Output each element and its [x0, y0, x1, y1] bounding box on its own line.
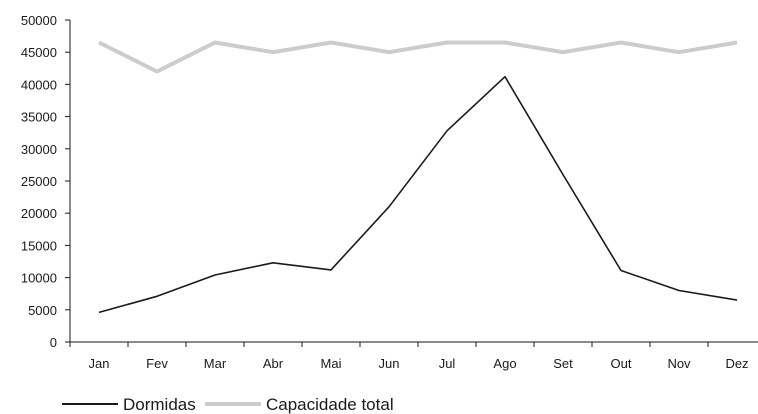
x-tick-label: Jul	[439, 356, 456, 371]
y-tick-label: 0	[50, 335, 57, 350]
x-tick-label: Nov	[667, 356, 691, 371]
y-tick-label: 25000	[21, 174, 57, 189]
x-tick-label: Fev	[146, 356, 168, 371]
y-tick-label: 5000	[28, 303, 57, 318]
y-axis: 0 5000 10000 15000 20000 25000 30000 35000 40000…	[21, 13, 71, 350]
y-tick-label: 45000	[21, 45, 57, 60]
y-tick-label: 35000	[21, 110, 57, 125]
x-tick-label: Mar	[204, 356, 227, 371]
legend: Dormidas Capacidade total	[62, 395, 394, 414]
x-tick-label: Jan	[89, 356, 110, 371]
y-tick-label: 20000	[21, 206, 57, 221]
y-tick-label: 50000	[21, 13, 57, 28]
legend-label-capacidade-total: Capacidade total	[266, 395, 394, 414]
x-tick-label: Jun	[379, 356, 400, 371]
x-tick-label: Set	[553, 356, 573, 371]
x-tick-label: Abr	[263, 356, 284, 371]
series-line-capacidade-total	[98, 40, 738, 74]
legend-label-dormidas: Dormidas	[123, 395, 196, 414]
x-tick-label: Out	[611, 356, 632, 371]
y-tick-label: 40000	[21, 77, 57, 92]
y-tick-label: 30000	[21, 142, 57, 157]
series-line-dormidas	[98, 75, 738, 314]
x-axis: Jan Fev Mar Abr Mai Jun Jul Ago Set Out Nov Dez	[69, 341, 758, 371]
x-tick-label: Ago	[493, 356, 516, 371]
x-tick-label: Dez	[725, 356, 748, 371]
y-tick-label: 15000	[21, 238, 57, 253]
x-tick-label: Mai	[321, 356, 342, 371]
series-lines	[98, 40, 738, 314]
y-tick-label: 10000	[21, 271, 57, 286]
